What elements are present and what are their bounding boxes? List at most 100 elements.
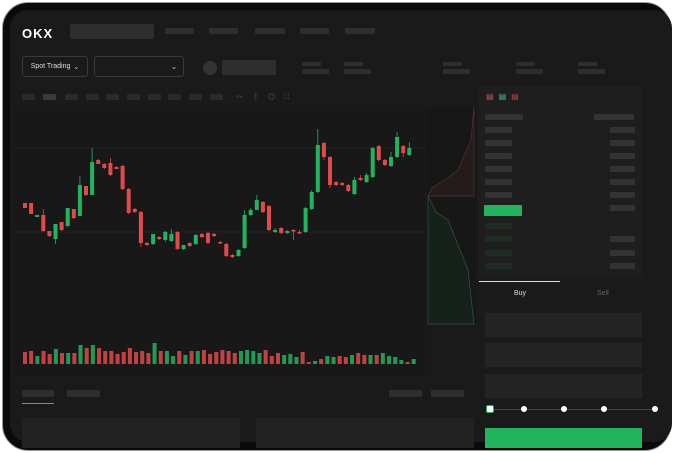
- interval-tab[interactable]: [148, 94, 161, 100]
- candle: [169, 229, 174, 242]
- coin-avatar: [203, 61, 217, 75]
- search-bar[interactable]: [70, 24, 154, 39]
- candle-body: [65, 208, 70, 226]
- candle-body: [303, 208, 308, 232]
- indicator-icon[interactable]: 〰: [236, 94, 252, 101]
- okx-logo[interactable]: OKX: [22, 26, 54, 41]
- interval-tab[interactable]: [22, 94, 35, 100]
- nav-item[interactable]: [345, 28, 375, 34]
- candle-body: [187, 243, 192, 246]
- draw-icon[interactable]: ⌇: [252, 94, 268, 101]
- candle-body: [41, 215, 46, 231]
- volume-bar: [208, 354, 213, 364]
- market-select[interactable]: Spot Trading ⌄: [22, 56, 88, 77]
- candle-body: [230, 255, 235, 257]
- chart-tools[interactable]: 〰⌇◎⛶: [236, 92, 298, 102]
- tab-history[interactable]: [67, 390, 100, 397]
- amount-slider[interactable]: [490, 409, 655, 410]
- stat-label: [578, 62, 597, 66]
- tab-open-orders[interactable]: [22, 390, 54, 397]
- interval-tab[interactable]: [86, 94, 99, 100]
- candle: [41, 209, 46, 232]
- amount-input[interactable]: [485, 343, 642, 367]
- order-card: [22, 418, 240, 448]
- tab-buy[interactable]: Buy: [514, 290, 527, 297]
- candle: [407, 142, 412, 156]
- volume-bar: [47, 354, 52, 364]
- filter-button[interactable]: [431, 390, 464, 397]
- tab-sell[interactable]: Sell: [597, 290, 609, 297]
- nav-item[interactable]: [165, 28, 194, 34]
- volume-bar: [368, 355, 373, 364]
- interval-tab[interactable]: [65, 94, 78, 100]
- total-input[interactable]: [485, 374, 642, 398]
- candle-body: [84, 186, 88, 195]
- orderbook-both-icon[interactable]: ▤: [486, 92, 499, 101]
- candle-body: [328, 157, 332, 185]
- depth-asks: [427, 105, 475, 197]
- candle-body: [145, 243, 149, 245]
- candle: [145, 242, 149, 246]
- interval-tab[interactable]: [168, 94, 181, 100]
- candle: [175, 231, 180, 250]
- candle-body: [53, 224, 58, 239]
- candle: [199, 233, 204, 238]
- orderbook-view-toggles[interactable]: ▤▤▤: [486, 92, 524, 101]
- orderbook-asks-icon[interactable]: ▤: [511, 92, 524, 101]
- candle-body: [285, 231, 290, 233]
- slider-step[interactable]: [486, 405, 494, 413]
- candle-body: [321, 143, 326, 157]
- ask-amount: [610, 192, 635, 198]
- volume-bar: [263, 350, 268, 364]
- volume-bar: [171, 356, 176, 364]
- nav-item[interactable]: [300, 28, 329, 34]
- candle: [401, 145, 406, 157]
- fullscreen-icon[interactable]: ⛶: [284, 94, 298, 101]
- candle: [303, 207, 308, 233]
- candle-body: [254, 200, 259, 210]
- volume-bar: [380, 353, 385, 364]
- interval-tab[interactable]: [127, 94, 140, 100]
- candle: [236, 249, 241, 257]
- volume-bar: [140, 351, 145, 364]
- price-input[interactable]: [485, 313, 642, 337]
- bid-price: [485, 236, 512, 242]
- nav-item[interactable]: [209, 28, 238, 34]
- nav-item[interactable]: [255, 28, 285, 34]
- candle: [242, 210, 247, 249]
- candle: [59, 222, 64, 231]
- ask-price: [485, 140, 512, 146]
- bid-amount: [610, 263, 635, 269]
- ask-price: [485, 179, 512, 185]
- candle-body: [138, 212, 143, 243]
- pair-select[interactable]: ⌄: [94, 56, 184, 77]
- candle: [321, 142, 326, 160]
- candle-body: [334, 182, 339, 185]
- settings-icon[interactable]: ◎: [268, 94, 284, 101]
- candle: [157, 236, 162, 240]
- filter-button[interactable]: [389, 390, 422, 397]
- candle-body: [260, 202, 265, 212]
- slider-step[interactable]: [601, 406, 607, 412]
- orderbook-bids-icon[interactable]: ▤: [498, 92, 512, 101]
- candle-body: [181, 245, 186, 249]
- interval-tab[interactable]: [106, 94, 119, 100]
- candle-body: [157, 237, 162, 239]
- candle-body: [35, 215, 40, 217]
- slider-step[interactable]: [521, 406, 527, 412]
- candle-body: [120, 166, 125, 189]
- volume-bar: [115, 354, 120, 364]
- bid-price: [485, 263, 512, 269]
- buy-button[interactable]: [485, 428, 642, 448]
- interval-tab[interactable]: [210, 94, 223, 100]
- slider-step[interactable]: [561, 406, 567, 412]
- candle-body: [376, 146, 381, 160]
- volume-bar: [306, 362, 311, 364]
- market-select-label: Spot Trading: [30, 63, 71, 70]
- candle: [224, 243, 229, 257]
- interval-tab[interactable]: [43, 94, 56, 100]
- volume-bar: [232, 353, 237, 364]
- slider-step[interactable]: [652, 406, 658, 412]
- candle: [132, 208, 137, 213]
- interval-tab[interactable]: [189, 94, 202, 100]
